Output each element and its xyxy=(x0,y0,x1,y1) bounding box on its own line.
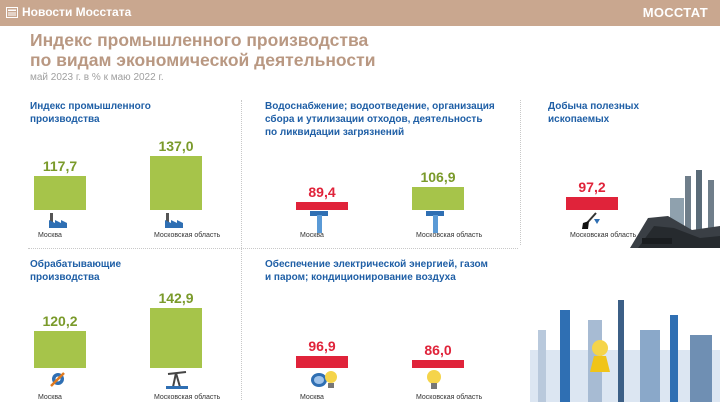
category-label: Москва xyxy=(38,394,62,401)
bar-value-label: 120,2 xyxy=(42,313,78,330)
bar xyxy=(34,175,86,210)
category-label: Московская область xyxy=(154,232,221,239)
factory-icon xyxy=(164,211,184,229)
bar xyxy=(296,202,348,210)
divider-horizontal xyxy=(28,248,518,249)
title-line-2: по видам экономической деятельности xyxy=(30,50,376,70)
chart-title-line: ископаемых xyxy=(548,114,610,125)
news-link[interactable]: Новости Мосстата xyxy=(6,5,131,19)
category-label: Московская область xyxy=(570,232,637,239)
chart-title: Водоснабжение; водоотведение, организаци… xyxy=(265,100,515,139)
category-label: Московская область xyxy=(416,232,483,239)
category-label: Московская область xyxy=(416,394,483,401)
mining-plant-illustration xyxy=(630,168,720,248)
chart-title: Обеспечение электрической энергией, газо… xyxy=(265,258,515,284)
bar xyxy=(566,197,618,210)
category-label: Москва xyxy=(38,232,62,239)
news-label: Новости Мосстата xyxy=(22,5,132,19)
shovel-icon xyxy=(580,211,602,231)
bar-value-label: 142,9 xyxy=(158,289,194,306)
bar-value-label: 137,0 xyxy=(158,137,194,154)
category-label: Московская область xyxy=(154,394,221,401)
bar-value-label: 117,7 xyxy=(42,157,78,174)
bar-value-label: 97,2 xyxy=(578,179,606,196)
bar-value-label: 106,9 xyxy=(420,169,456,186)
oil-pump-icon xyxy=(164,369,190,389)
bar xyxy=(296,355,348,368)
bar xyxy=(412,360,464,368)
chart-title-line: Обеспечение электрической энергией, газо… xyxy=(265,259,488,270)
bar xyxy=(150,307,202,368)
bar xyxy=(34,331,86,368)
water-pipe-icon xyxy=(310,211,330,233)
chart-title-line: и паром; кондиционирование воздуха xyxy=(265,272,456,283)
chart-title: Индекс промышленного производства xyxy=(30,100,230,126)
chart-title: Добыча полезных ископаемых xyxy=(548,100,718,126)
title-line-1: Индекс промышленного производства xyxy=(30,30,369,50)
chart-title-line: сбора и утилизации отходов, деятельность xyxy=(265,114,483,125)
divider-vertical xyxy=(520,100,521,245)
bar xyxy=(150,155,202,210)
chart-title-line: Обрабатывающие xyxy=(30,259,122,270)
bar-value-label: 89,4 xyxy=(308,184,336,200)
chart-title-line: Добыча полезных xyxy=(548,101,640,112)
category-label: Москва xyxy=(300,394,324,401)
chart-title: Обрабатывающие производства xyxy=(30,258,230,284)
logo: МОССТАТ xyxy=(642,5,708,20)
lightbulb-gas-icon xyxy=(310,369,340,391)
bar-value-label: 86,0 xyxy=(424,342,452,358)
water-pipe-icon xyxy=(426,211,446,233)
category-label: Москва xyxy=(300,232,324,239)
lightbulb-icon xyxy=(426,369,442,391)
header-bar: Новости Мосстата МОССТАТ xyxy=(0,0,720,26)
chart-title-line: по ликвидации загрязнений xyxy=(265,127,405,138)
bar xyxy=(412,187,464,210)
chart-title-line: Водоснабжение; водоотведение, организаци… xyxy=(265,101,495,112)
bar-value-label: 96,9 xyxy=(308,337,336,354)
divider-vertical xyxy=(241,100,242,400)
chart-title-line: производства xyxy=(30,114,100,125)
power-plant-illustration xyxy=(530,290,720,402)
newspaper-icon xyxy=(6,6,18,18)
factory-icon xyxy=(48,211,68,229)
page-title: Индекс промышленного производства по вид… xyxy=(30,30,375,70)
chart-title-line: производства xyxy=(30,272,100,283)
page-subtitle: май 2023 г. в % к маю 2022 г. xyxy=(30,72,164,83)
chart-title-line: Индекс промышленного xyxy=(30,101,151,112)
gear-wrench-icon xyxy=(48,369,68,389)
